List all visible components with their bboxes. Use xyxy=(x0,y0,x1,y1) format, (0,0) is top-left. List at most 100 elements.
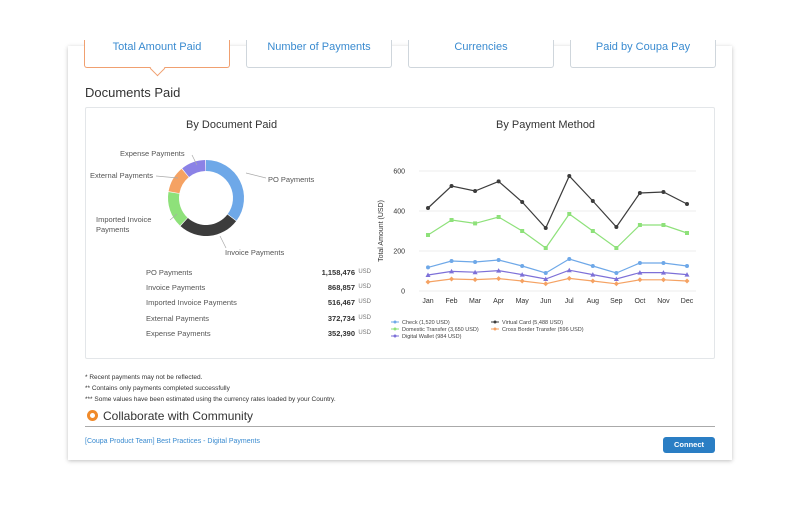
data-point xyxy=(684,278,690,284)
y-tick-label: 400 xyxy=(393,209,405,216)
collaborate-header: Collaborate with Community xyxy=(85,408,715,427)
data-point xyxy=(614,271,619,275)
data-point xyxy=(472,269,478,275)
tab-paid-by-coupa-pay[interactable]: Paid by Coupa Pay xyxy=(570,40,716,68)
series-line xyxy=(427,269,688,280)
row-name: Imported Invoice Payments xyxy=(146,298,237,308)
active-tab-caret xyxy=(149,60,166,77)
data-point xyxy=(661,261,666,265)
row-unit: USD xyxy=(358,269,371,275)
row-value: 352,390 xyxy=(327,328,355,338)
by-method-title: By Payment Method xyxy=(496,119,596,131)
connect-button[interactable]: Connect xyxy=(663,437,715,453)
x-tick-label: Oct xyxy=(634,298,645,305)
data-point xyxy=(590,272,596,277)
data-point xyxy=(449,276,455,282)
payment-method-line-chart: 0 200 400 600 Jan Feb Mar Apr May Jun Jul Aug Sep Oct… xyxy=(378,169,696,340)
data-point xyxy=(566,267,572,273)
data-point xyxy=(566,275,572,281)
data-point xyxy=(685,264,689,268)
tab-label: Number of Payments xyxy=(267,41,371,53)
data-point xyxy=(590,229,595,233)
data-point xyxy=(496,276,502,282)
x-tick-label: Mar xyxy=(469,298,482,305)
donut-slice xyxy=(168,192,188,226)
donut-label-invoice: Invoice Payments xyxy=(225,248,285,257)
legend-marker xyxy=(393,327,397,331)
legend-marker xyxy=(493,327,497,331)
row-value: 372,734 xyxy=(327,313,355,323)
legend-marker xyxy=(493,320,497,324)
data-point xyxy=(449,218,454,222)
row-name: PO Payments xyxy=(146,268,193,277)
data-point xyxy=(637,223,642,227)
data-point xyxy=(543,226,548,230)
best-practices-link[interactable]: [Coupa Product Team] Best Practices - Di… xyxy=(85,438,260,445)
data-point xyxy=(426,233,430,237)
data-point xyxy=(425,272,431,277)
tab-number-of-payments[interactable]: Number of Payments xyxy=(246,40,392,68)
donut-slice xyxy=(206,160,244,221)
footnotes: * Recent payments may not be reflected. … xyxy=(85,372,336,405)
row-value: 516,467 xyxy=(327,298,355,308)
documents-paid-card: Total Amount Paid Number of Payments Cur… xyxy=(68,40,732,460)
row-value: 868,857 xyxy=(327,283,355,293)
data-point xyxy=(637,270,643,275)
charts-panel: By Document Paid By Payment Method Expen… xyxy=(85,107,715,359)
table-row: External Payments 372,734 USD xyxy=(146,314,371,329)
data-point xyxy=(543,276,549,281)
x-tick-label: Dec xyxy=(681,298,694,305)
x-tick-label: Jan xyxy=(422,298,433,305)
data-point xyxy=(449,268,455,274)
data-point xyxy=(543,246,548,250)
row-unit: USD xyxy=(358,329,371,336)
x-tick-label: Feb xyxy=(446,298,458,305)
tab-label: Total Amount Paid xyxy=(112,41,202,53)
data-point xyxy=(637,277,643,283)
tab-label: Currencies xyxy=(454,41,508,53)
data-point xyxy=(567,174,572,178)
legend-label: Cross Border Transfer (596 USD) xyxy=(502,327,584,333)
data-point xyxy=(637,261,642,265)
x-tick-label: Apr xyxy=(493,298,505,305)
x-tick-label: Jul xyxy=(565,298,574,305)
by-document-title: By Document Paid xyxy=(186,119,278,131)
legend-marker xyxy=(393,334,397,338)
table-row: Expense Payments 352,390 USD xyxy=(146,329,371,344)
data-point xyxy=(519,272,525,277)
data-point xyxy=(567,212,572,216)
document-paid-table: PO Payments 1,158,476 USD Invoice Paymen… xyxy=(146,268,371,344)
donut-label-expense: Expense Payments xyxy=(120,149,185,158)
x-tick-label: Nov xyxy=(657,298,670,305)
donut-label-external: External Payments xyxy=(90,171,153,180)
legend-label: Domestic Transfer (3,650 USD) xyxy=(402,327,479,333)
data-point xyxy=(449,184,454,188)
table-row: Imported Invoice Payments 516,467 USD xyxy=(146,298,371,313)
tab-label: Paid by Coupa Pay xyxy=(595,41,691,53)
tab-total-amount-paid[interactable]: Total Amount Paid xyxy=(84,40,230,77)
y-tick-label: 600 xyxy=(393,169,405,176)
row-name: Invoice Payments xyxy=(146,283,206,293)
x-tick-label: May xyxy=(516,298,530,305)
y-tick-label: 0 xyxy=(401,289,405,296)
data-point xyxy=(519,278,525,284)
data-point xyxy=(567,257,572,261)
section-title: Documents Paid xyxy=(85,85,181,100)
data-point xyxy=(684,272,690,277)
series-line xyxy=(427,277,688,285)
donut-slice xyxy=(182,160,206,177)
data-point xyxy=(685,231,689,235)
data-point xyxy=(520,229,525,233)
y-tick-label: 200 xyxy=(393,249,405,256)
data-point xyxy=(590,264,595,268)
data-point xyxy=(496,258,501,262)
data-point xyxy=(543,271,548,275)
tab-currencies[interactable]: Currencies xyxy=(408,40,554,68)
row-name: External Payments xyxy=(146,313,209,323)
series-line xyxy=(427,258,688,274)
x-tick-label: Jun xyxy=(540,298,551,305)
data-point xyxy=(614,225,619,229)
data-point xyxy=(613,281,619,287)
donut-chart xyxy=(168,160,244,236)
data-point xyxy=(661,190,666,194)
